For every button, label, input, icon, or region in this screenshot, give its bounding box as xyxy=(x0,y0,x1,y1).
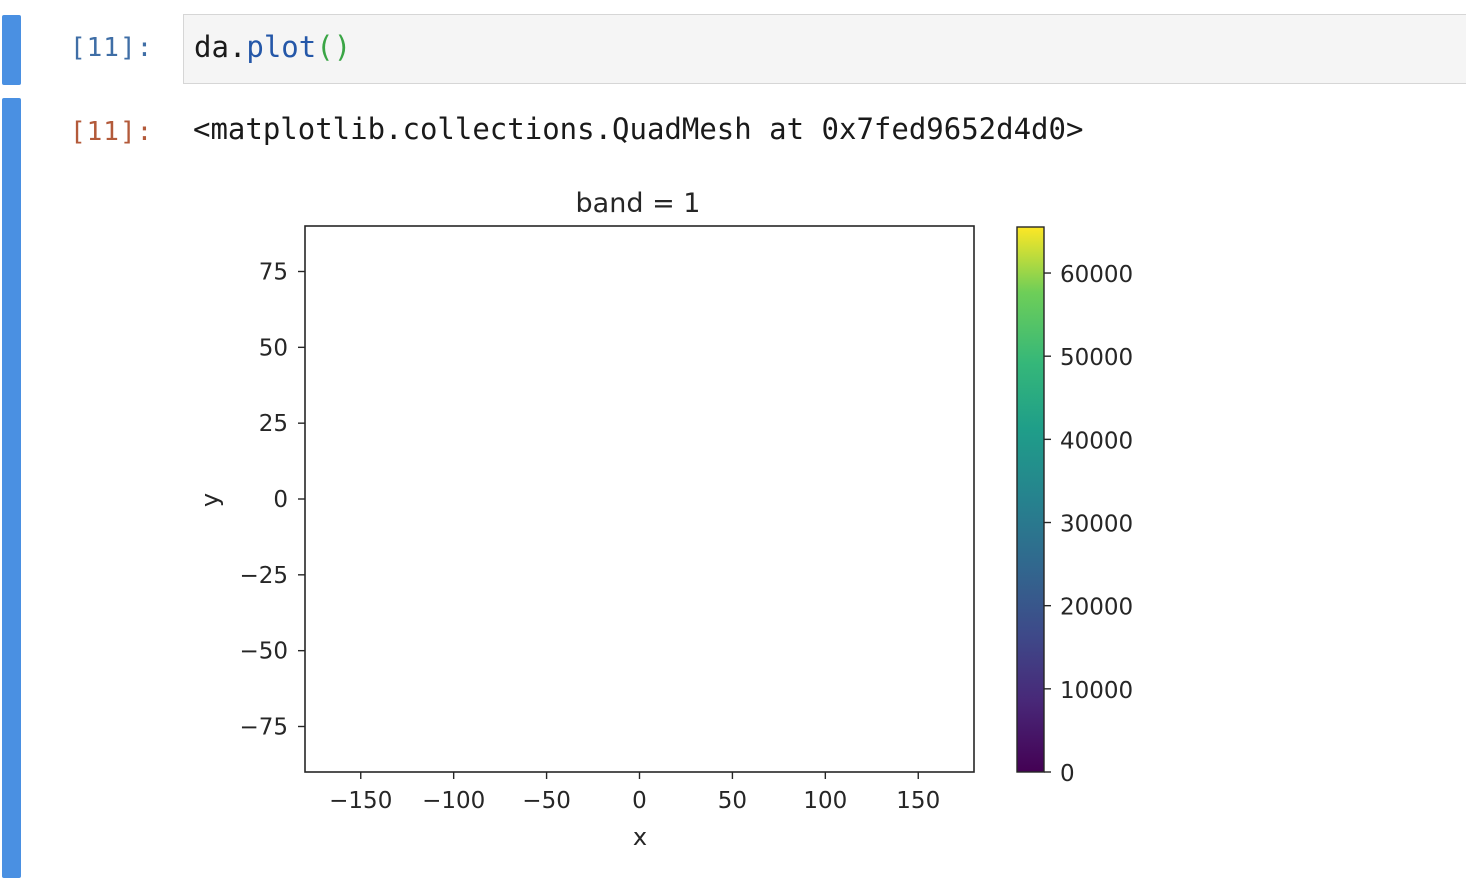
colorbar-tick-label: 30000 xyxy=(1060,512,1133,538)
y-tick-label: −25 xyxy=(239,563,288,589)
colorbar-tick-label: 10000 xyxy=(1060,678,1133,704)
output-cell-marker[interactable] xyxy=(2,98,21,878)
colorbar-tick-label: 40000 xyxy=(1060,428,1133,454)
code-token-dot: . xyxy=(228,30,247,64)
colorbar-tick-label: 0 xyxy=(1060,761,1075,787)
code-token-parens: () xyxy=(316,30,352,64)
output-repr-text: <matplotlib.collections.QuadMesh at 0x7f… xyxy=(193,112,1084,146)
y-tick-label: 50 xyxy=(259,335,288,361)
input-cell-marker[interactable] xyxy=(2,15,21,85)
code-token-name: da xyxy=(194,30,229,64)
colorbar-tick-label: 50000 xyxy=(1060,345,1133,371)
output-prompt: [11]: xyxy=(70,117,154,147)
y-axis-label: y xyxy=(196,493,224,507)
plot-axes xyxy=(304,225,975,773)
x-tick-label: −100 xyxy=(422,788,485,814)
colorbar-tick-label: 20000 xyxy=(1060,595,1133,621)
x-tick-label: 150 xyxy=(896,788,940,814)
y-ticks: 75 50 25 0 −25 −50 −75 xyxy=(239,260,305,741)
colorbar xyxy=(1016,226,1045,773)
x-axis-label: x xyxy=(633,823,647,851)
x-ticks: −150 −100 −50 0 50 100 150 xyxy=(329,772,940,814)
y-tick-label: 25 xyxy=(259,411,288,437)
x-tick-label: 50 xyxy=(718,788,747,814)
x-tick-label: 0 xyxy=(632,788,647,814)
plot-title: band = 1 xyxy=(576,188,701,219)
y-tick-label: −50 xyxy=(239,639,288,665)
x-tick-label: −150 xyxy=(329,788,392,814)
y-tick-label: −75 xyxy=(239,715,288,741)
y-tick-label: 75 xyxy=(259,260,288,286)
code-line: da.plot() xyxy=(194,30,351,64)
code-token-func: plot xyxy=(246,30,317,64)
input-prompt: [11]: xyxy=(70,33,154,63)
code-editor[interactable]: da.plot() xyxy=(183,14,1466,84)
colorbar-ticks: 0 10000 20000 30000 40000 50000 60000 xyxy=(1044,262,1133,787)
x-tick-label: −50 xyxy=(522,788,571,814)
x-tick-label: 100 xyxy=(803,788,847,814)
colorbar-tick-label: 60000 xyxy=(1060,262,1133,288)
y-tick-label: 0 xyxy=(273,487,288,513)
